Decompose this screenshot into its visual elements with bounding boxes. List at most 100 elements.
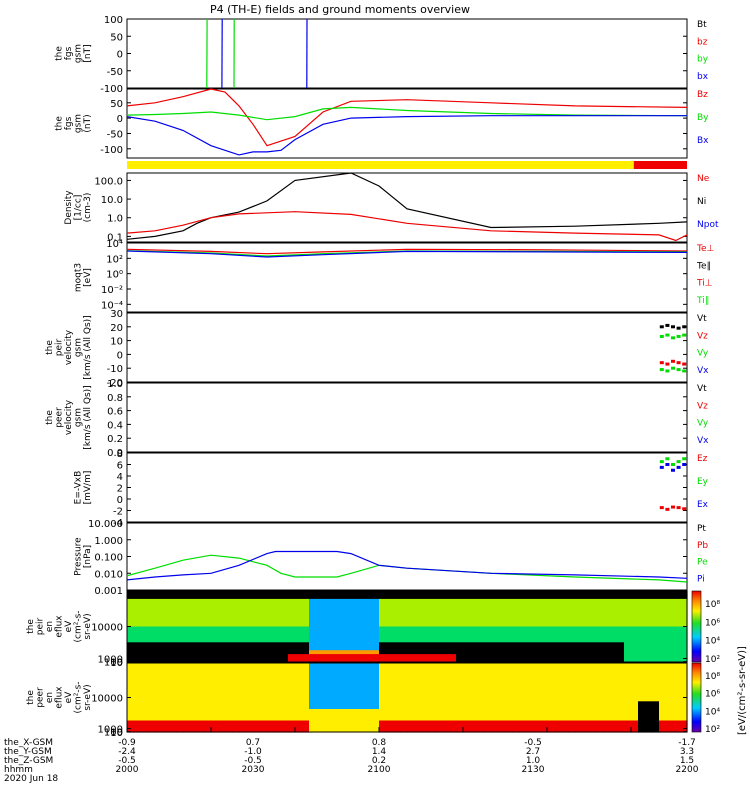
- spectrogram-cell: [505, 606, 513, 612]
- spectrogram-cell: [533, 666, 541, 672]
- spectrogram-cell: [330, 720, 338, 725]
- spectrogram-cell: [589, 716, 597, 722]
- spectrogram-cell: [414, 591, 422, 596]
- spectrogram-cell: [498, 646, 506, 651]
- spectrogram-cell: [379, 646, 387, 651]
- spectrogram-cell: [358, 606, 366, 612]
- data-point: [671, 505, 675, 509]
- spectrogram-cell: [638, 697, 646, 702]
- spectrogram-cell: [225, 646, 233, 651]
- spectrogram-cell: [295, 618, 303, 624]
- spectrogram-cell: [232, 618, 240, 624]
- spectrogram-cell: [414, 670, 422, 676]
- spectrogram-cell: [141, 634, 149, 639]
- spectrogram-cell: [407, 626, 415, 631]
- spectrogram-cell: [379, 697, 387, 702]
- spectrogram-cell: [477, 594, 485, 600]
- spectrogram-cell: [148, 674, 156, 679]
- spectrogram-cell: [141, 697, 149, 702]
- spectrogram-cell: [127, 670, 135, 676]
- spectrogram-cell: [295, 709, 303, 714]
- spectrogram-cell: [323, 724, 331, 729]
- spectrogram-cell: [652, 663, 660, 668]
- spectrogram-cell: [498, 693, 506, 699]
- spectrogram-cell: [211, 646, 219, 651]
- spectrogram-cell: [309, 618, 317, 624]
- spectrogram-cell: [141, 686, 149, 691]
- spectrogram-cell: [470, 674, 478, 679]
- spectrogram-cell: [442, 630, 450, 635]
- spectrogram-cell: [274, 630, 282, 635]
- spectrogram-cell: [127, 674, 135, 679]
- spectrogram-cell: [155, 646, 163, 651]
- spectrogram-cell: [673, 716, 681, 722]
- spectrogram-cell: [533, 618, 541, 624]
- legend-vt: Vt: [697, 314, 707, 324]
- spectrogram-cell: [288, 728, 296, 733]
- spectrogram-cell: [582, 618, 590, 624]
- spectrogram-cell: [386, 591, 394, 596]
- spectrogram-cell: [155, 642, 163, 647]
- spectrogram-cell: [547, 686, 555, 691]
- spectrogram-cell: [421, 716, 429, 722]
- spectrogram-cell: [575, 626, 583, 631]
- spectrogram-cell: [652, 650, 660, 655]
- spectrogram-cell: [141, 626, 149, 631]
- spectrogram-cell: [414, 663, 422, 668]
- spectrogram-cell: [414, 650, 422, 655]
- spectrogram-cell: [211, 674, 219, 679]
- spectrogram-cell: [190, 716, 198, 722]
- spectrogram-cell: [246, 591, 254, 596]
- spectrogram-cell: [547, 666, 555, 672]
- spectrogram-cell: [183, 634, 191, 639]
- spectrogram-cell: [414, 716, 422, 722]
- spectrogram-cell: [526, 666, 534, 672]
- spectrogram-cell: [435, 642, 443, 647]
- spectrogram-cell: [561, 724, 569, 729]
- spectrogram-cell: [239, 663, 247, 668]
- spectrogram-cell: [414, 622, 422, 628]
- spectrogram-cell: [470, 642, 478, 647]
- spectrogram-cell: [407, 614, 415, 620]
- spectrogram-cell: [295, 678, 303, 683]
- spectrogram-cell: [134, 618, 142, 624]
- spectrogram-cell: [281, 666, 289, 672]
- spectrogram-cell: [526, 709, 534, 714]
- spectrogram-cell: [554, 642, 562, 647]
- spectrogram-cell: [183, 642, 191, 647]
- spectrogram-cell: [526, 705, 534, 710]
- spectrogram-cell: [197, 724, 205, 729]
- spectrogram-cell: [589, 591, 597, 596]
- spectrogram-cell: [407, 724, 415, 729]
- spectrogram-cell: [162, 670, 170, 676]
- spectrogram-cell: [547, 602, 555, 608]
- spectrogram-cell: [309, 622, 317, 628]
- spectrogram-cell: [211, 642, 219, 647]
- spectrogram-cell: [141, 689, 149, 695]
- spectrogram-cell: [218, 728, 226, 733]
- spectrogram-cell: [449, 622, 457, 628]
- spectrogram-cell: [372, 697, 380, 702]
- spectrogram-cell: [260, 650, 268, 655]
- spectrogram-cell: [281, 705, 289, 710]
- spectrogram-cell: [134, 666, 142, 672]
- plot-frame: [126, 242, 688, 313]
- spectrogram-cell: [218, 674, 226, 679]
- spectrogram-cell: [561, 697, 569, 702]
- spectrogram-cell: [477, 598, 485, 604]
- spectrogram-cell: [477, 724, 485, 729]
- spectrogram-cell: [372, 630, 380, 635]
- spectrogram-cell: [421, 724, 429, 729]
- spectrogram-cell: [414, 658, 422, 663]
- plot-frame: [126, 382, 688, 453]
- series-line-pi: [126, 550, 688, 581]
- spectrogram-cell: [218, 618, 226, 624]
- spectrogram-cell: [428, 674, 436, 679]
- spectrogram-cell: [631, 658, 639, 663]
- spectrogram-cell: [645, 622, 653, 628]
- spectrogram-cell: [449, 724, 457, 729]
- spectrogram-cell: [442, 670, 450, 676]
- spectrogram-cell: [148, 614, 156, 620]
- spectrogram-cell: [267, 650, 275, 655]
- spectrogram-cell: [610, 701, 618, 706]
